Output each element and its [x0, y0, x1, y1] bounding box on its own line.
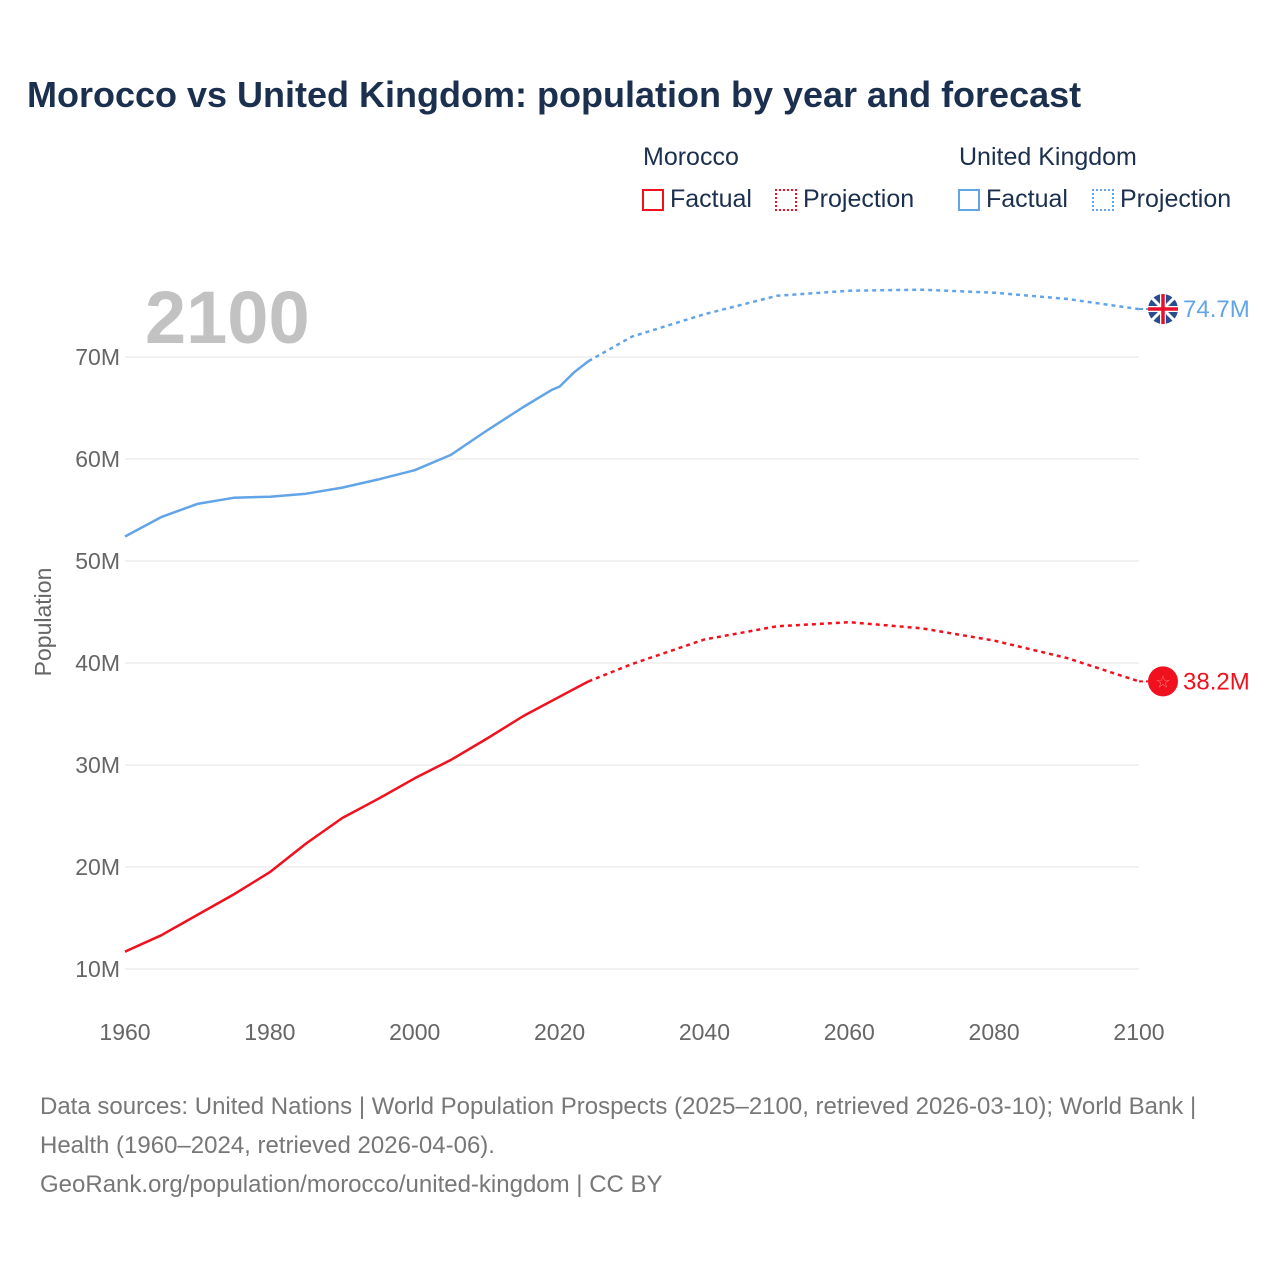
- x-tick-label: 2040: [679, 1019, 730, 1045]
- y-tick-label: 20M: [75, 854, 120, 880]
- legend-morocco-projection[interactable]: Projection: [775, 185, 914, 214]
- y-tick-label: 40M: [75, 650, 120, 676]
- y-axis-label: Population: [30, 568, 56, 677]
- footer-sources: Data sources: United Nations | World Pop…: [40, 1093, 1197, 1159]
- x-tick-label: 2020: [534, 1019, 585, 1045]
- legend-label: Factual: [986, 185, 1068, 213]
- y-tick-label: 70M: [75, 344, 120, 370]
- legend-group-morocco: Morocco: [643, 143, 739, 171]
- year-label: 2100: [145, 276, 310, 359]
- legend-swatch: [1092, 188, 1114, 211]
- y-tick-label: 10M: [75, 956, 120, 982]
- morocco-flag-icon: [1148, 666, 1178, 697]
- y-tick-label: 60M: [75, 446, 120, 472]
- y-tick-label: 30M: [75, 752, 120, 778]
- footer-link[interactable]: GeoRank.org/population/morocco/united-ki…: [40, 1171, 663, 1198]
- legend-swatch: [958, 188, 980, 211]
- legend-swatch: [775, 188, 797, 211]
- uk-projection-line: [587, 288, 1140, 363]
- uk-factual-line: [124, 360, 590, 538]
- x-tick-label: 2060: [824, 1019, 875, 1045]
- legend-morocco-factual[interactable]: Factual: [642, 185, 752, 214]
- star-icon: ☆: [1155, 672, 1170, 691]
- x-tick-label: 1960: [99, 1019, 150, 1045]
- y-tick-label: 50M: [75, 548, 120, 574]
- legend-uk-projection[interactable]: Projection: [1092, 185, 1231, 214]
- morocco-end-label: 38.2M: [1183, 668, 1250, 695]
- x-tick-label: 2100: [1113, 1019, 1164, 1045]
- chart-title: Morocco vs United Kingdom: population by…: [27, 74, 1082, 115]
- x-tick-label: 1980: [244, 1019, 295, 1045]
- legend-label: Projection: [803, 185, 915, 213]
- morocco-projection-line: [588, 620, 1140, 683]
- legend-label: Projection: [1120, 185, 1232, 213]
- morocco-factual-line: [124, 680, 590, 953]
- legend-swatch: [642, 188, 664, 211]
- footer: Data sources: United Nations | World Pop…: [40, 1087, 1240, 1204]
- uk-end-label: 74.7M: [1183, 296, 1250, 323]
- legend-label: Factual: [670, 185, 752, 213]
- legend-uk-factual[interactable]: Factual: [958, 185, 1068, 214]
- legend-group-uk: United Kingdom: [959, 143, 1137, 171]
- x-tick-label: 2080: [969, 1019, 1020, 1045]
- x-tick-label: 2000: [389, 1019, 440, 1045]
